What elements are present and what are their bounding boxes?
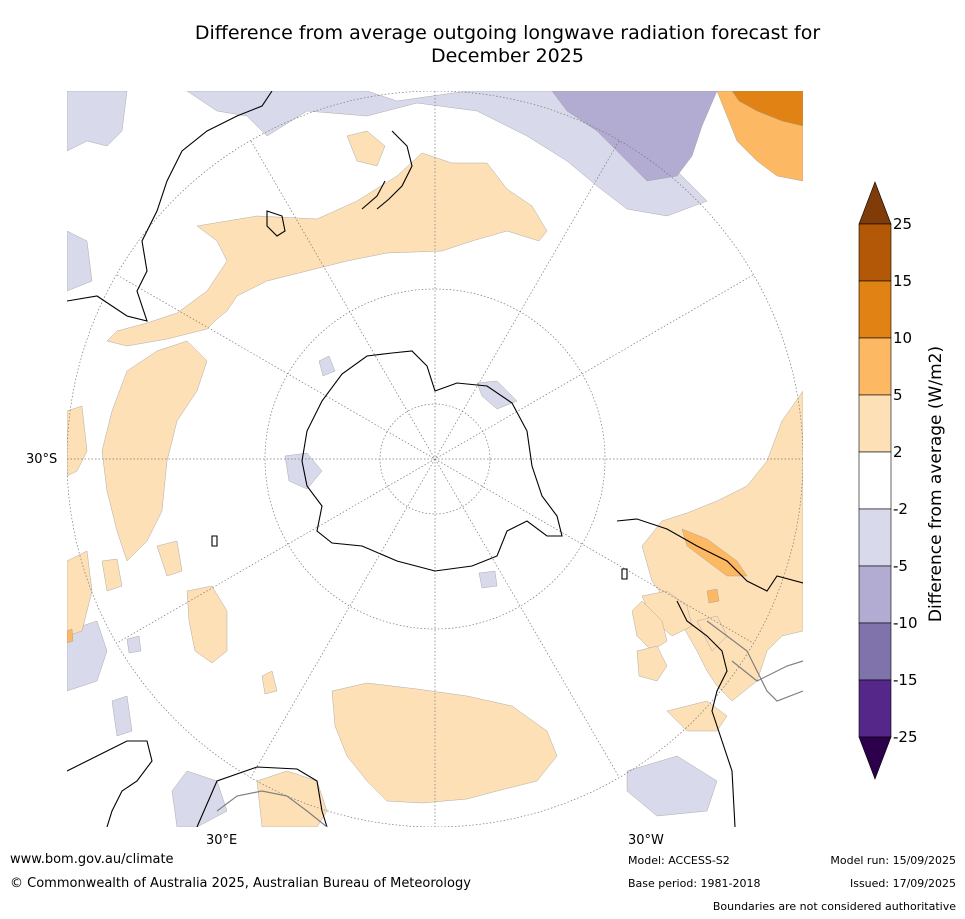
colorbar-over-triangle (858, 181, 892, 225)
colorbar-tick-label: 5 (893, 386, 903, 404)
anomaly-negative-medium (551, 91, 718, 182)
colorbar-swatch-b10_15 (858, 280, 892, 339)
footer-disclaimer: Boundaries are not considered authoritat… (712, 900, 956, 913)
anomaly-positive-strong (731, 91, 803, 127)
footer-base-period: Base period: 1981-2018 (628, 877, 761, 890)
colorbar-tick-label: 2 (893, 443, 903, 461)
colorbar-tick-label: -5 (893, 557, 908, 575)
colorbar-title: Difference from average (W/m2) (926, 345, 946, 623)
colorbar-swatch-b2_5 (858, 394, 892, 453)
tasmania-coastline (266, 210, 286, 237)
new-zealand-coastline (361, 130, 413, 210)
latitude-label-30s: 30°S (26, 452, 58, 467)
footer-model: Model: ACCESS-S2 (628, 854, 730, 867)
colorbar-swatch-n2_5 (858, 508, 892, 567)
coastlines (67, 91, 803, 827)
chart-title: Difference from average outgoing longwav… (150, 22, 865, 68)
australia-coastline (67, 91, 273, 322)
longitude-label-30e: 30°E (206, 833, 238, 848)
title-line-1: Difference from average outgoing longwav… (194, 22, 821, 44)
colorbar-swatch-b5_10 (858, 337, 892, 396)
footer-url[interactable]: www.bom.gov.au/climate (10, 852, 174, 867)
colorbar-swatch-n15_25 (858, 679, 892, 738)
colorbar (858, 181, 892, 780)
footer-issued: Issued: 17/09/2025 (849, 877, 956, 890)
anomaly-positive-light (67, 130, 803, 827)
antarctica-coastline (301, 350, 563, 572)
africa-coastline (67, 740, 328, 827)
colorbar-swatch-b15_25 (858, 223, 892, 282)
anomaly-negative-light (67, 91, 803, 827)
colorbar-swatch-n10_15 (858, 622, 892, 681)
colorbar-swatch-neutral (858, 451, 892, 510)
graticule (67, 91, 803, 827)
colorbar-tick-label: -25 (893, 728, 918, 746)
colorbar-tick-label: -2 (893, 500, 908, 518)
longitude-label-30w: 30°W (628, 833, 664, 848)
colorbar-tick-label: -15 (893, 671, 918, 689)
title-line-2: December 2025 (431, 45, 584, 67)
country-boundaries (216, 620, 803, 827)
south-america-coastline (616, 518, 803, 827)
colorbar-tick-label: 10 (893, 329, 913, 347)
footer-copyright: © Commonwealth of Australia 2025, Austra… (10, 876, 471, 891)
colorbar-tick-label: 25 (893, 215, 913, 233)
colorbar-tick-label: 15 (893, 272, 913, 290)
footer-model-run: Model run: 15/09/2025 (830, 854, 956, 867)
polar-map (67, 91, 803, 827)
colorbar-tick-label: -10 (893, 614, 918, 632)
colorbar-under-triangle (858, 736, 892, 780)
colorbar-swatch-n5_10 (858, 565, 892, 624)
